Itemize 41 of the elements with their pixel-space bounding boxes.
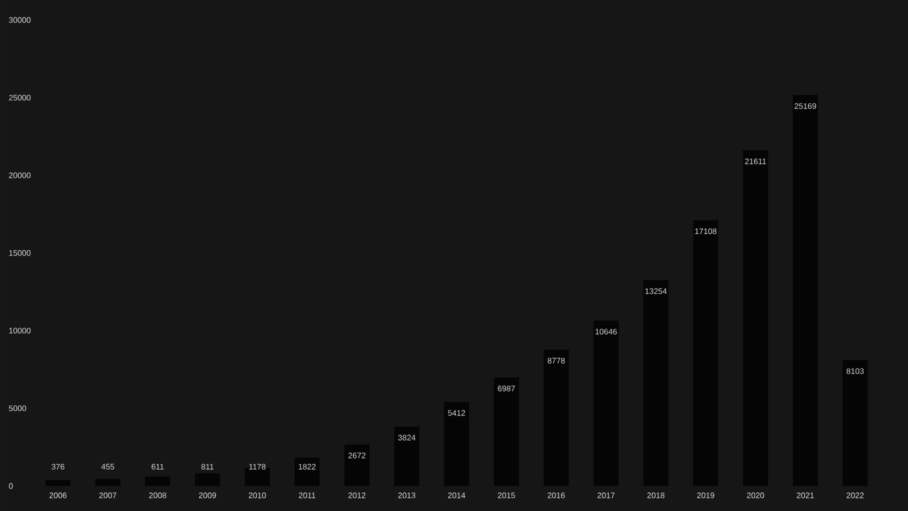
x-tick-label: 2016 — [548, 492, 565, 498]
x-tick-label: 2006 — [50, 492, 67, 498]
x-tick-label: 2018 — [647, 492, 664, 498]
x-tick-label: 2011 — [298, 492, 316, 498]
x-tick-label: 2020 — [747, 492, 764, 498]
data-label: 455 — [101, 464, 114, 470]
x-tick-label: 2019 — [697, 492, 714, 498]
x-tick-label: 2010 — [248, 492, 266, 498]
data-label: 13254 — [645, 288, 667, 294]
x-tick-label: 2014 — [448, 492, 466, 498]
data-label: 10646 — [596, 328, 617, 334]
y-tick-label: 15000 — [9, 250, 31, 256]
data-label: 1178 — [249, 464, 266, 470]
data-label: 811 — [201, 464, 214, 470]
x-tick-label: 2022 — [846, 492, 864, 498]
y-tick-label: 20000 — [9, 172, 31, 178]
x-tick-label: 2008 — [149, 492, 166, 498]
y-tick-label: 10000 — [9, 328, 31, 334]
y-tick-label: 0 — [8, 483, 13, 489]
data-label: 376 — [52, 464, 64, 470]
x-tick-label: 2013 — [398, 492, 416, 498]
data-label: 6987 — [498, 386, 515, 392]
data-label: 8103 — [846, 368, 864, 374]
x-tick-label: 2009 — [198, 492, 216, 498]
data-label: 2672 — [348, 452, 366, 458]
data-label: 8778 — [548, 358, 565, 364]
data-label: 21611 — [745, 158, 766, 164]
data-label: 17108 — [695, 228, 716, 234]
data-label: 3824 — [398, 434, 416, 440]
y-tick-label: 30000 — [8, 17, 31, 23]
data-label: 5412 — [448, 410, 466, 416]
x-tick-label: 2017 — [598, 492, 615, 498]
data-label: 611 — [152, 464, 164, 470]
x-tick-label: 2007 — [99, 492, 116, 498]
y-tick-label: 25000 — [9, 94, 31, 100]
x-tick-label: 2015 — [498, 492, 515, 498]
y-tick-label: 5000 — [8, 405, 26, 412]
data-label: 25169 — [794, 103, 816, 109]
x-tick-label: 2012 — [348, 492, 366, 498]
x-tick-label: 2021 — [796, 492, 814, 498]
data-label: 1822 — [298, 464, 316, 470]
